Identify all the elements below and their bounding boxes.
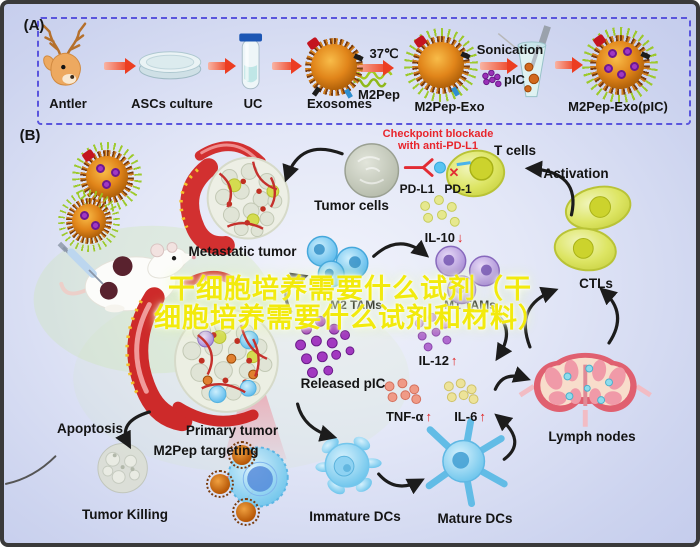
tnf-dots [384, 378, 422, 405]
injected-exosome-graphic [58, 190, 120, 252]
m2-tams-label: M2 TAMs [330, 298, 382, 312]
m2pep-label: M2Pep [358, 87, 400, 102]
t-cells-label: T cells [493, 143, 537, 158]
immature-dc-graphic [315, 436, 382, 495]
m2pep-targeting-label: M2Pep targeting [153, 443, 259, 458]
step-label-uc: UC [243, 96, 263, 111]
process-arrow-3 [272, 62, 292, 70]
petri-dish-icon [138, 51, 202, 80]
flow-arrows [4, 147, 620, 495]
tnf-trend-arrow: ↑ [425, 409, 433, 424]
lymph-node-graphic [518, 352, 652, 427]
process-arrow-4 [354, 64, 384, 72]
killed-tumor-cell-graphic [97, 442, 148, 494]
pd-1-label: PD-1 [444, 182, 472, 196]
exosome-graphic [305, 36, 364, 99]
mature-dc-graphic [425, 418, 508, 508]
il10-label: IL-10 ↓ [406, 230, 482, 245]
loaded-pic-dot [96, 164, 106, 174]
loaded-pic-dot [79, 210, 89, 220]
il6-trend-arrow: ↑ [479, 409, 486, 424]
il10-text: IL-10 [424, 230, 455, 245]
metastatic-tumor-graphic [179, 141, 290, 255]
step-label-ascs-culture: ASCs culture [131, 96, 213, 111]
uc-tube-icon [239, 33, 263, 90]
loaded-pic-dot [608, 49, 617, 59]
process-arrow-2 [208, 62, 226, 70]
tumor-cells-label: Tumor cells [314, 198, 389, 213]
exosome-core [311, 44, 357, 90]
released-pic-dots [295, 315, 355, 378]
mini-exosome-graphic [206, 470, 234, 498]
lymph-nodes-label: Lymph nodes [548, 429, 636, 444]
watermark-line2: 细胞培养需要什么试剂和材料） [154, 303, 546, 333]
step-label-m2pep-exo-pic: M2Pep-Exo(pIC) [568, 99, 668, 114]
loaded-pic-dot [617, 69, 626, 79]
immature-dcs-label: Immature DCs [309, 509, 401, 524]
il12-text: IL-12 [418, 353, 449, 368]
activation-label: Activation [543, 166, 609, 181]
il12-dots [414, 312, 452, 352]
process-arrow-5 [480, 62, 508, 70]
syringe-icon [57, 241, 104, 285]
exosome-core [418, 42, 464, 88]
tumor-cell-graphic [344, 143, 400, 198]
primary-tumor-graphic [125, 271, 287, 460]
loaded-pic-dot [111, 168, 121, 178]
step-label-exosomes: Exosomes [306, 96, 373, 111]
loaded-pic-dot [90, 221, 100, 230]
primary-tumor-label: Primary tumor [185, 423, 279, 438]
m2pep-exo-pic-graphic [582, 27, 658, 103]
tnf-label: TNF-α ↑ [366, 409, 452, 424]
step-label-antler: Antler [49, 96, 87, 111]
antibody-pd-blockade-graphic [403, 158, 471, 177]
pd-l1-label: PD-L1 [399, 182, 435, 196]
checkpoint-line1: Checkpoint blockade [382, 128, 494, 140]
panel-b-label: (B) [19, 127, 41, 144]
checkpoint-line2: with anti-PD-L1 [397, 140, 479, 153]
il6-dots [443, 378, 479, 405]
loaded-pic-dot [604, 63, 614, 73]
loaded-pic-dot [629, 62, 639, 71]
released-pic-label: Released pIC [300, 376, 386, 391]
tnf-text: TNF-α [385, 409, 424, 424]
il12-label: IL-12 ↑ [402, 353, 474, 368]
pic-dots-icon [482, 69, 502, 88]
t-cell-graphic [445, 149, 506, 198]
mature-dcs-label: Mature DCs [437, 511, 513, 526]
m2-tam-cells-graphic [306, 235, 369, 288]
ctls-label: CTLs [579, 276, 613, 291]
m2pep-exo-graphic [404, 28, 478, 102]
step-label-m2pep-exo: M2Pep-Exo [414, 99, 485, 114]
blocked-cross-mark: ✕ [448, 165, 460, 180]
metastatic-tumor-label: Metastatic tumor [188, 244, 297, 259]
panel-b-graphics [4, 22, 652, 508]
il10-dots [420, 195, 460, 227]
pic-label: pIC [504, 72, 525, 87]
sonication-tube-icon [497, 25, 551, 98]
watermark-line1: 干细胞培养需要什么试剂（干 [168, 274, 532, 304]
loaded-pic-dot [101, 180, 111, 190]
exosome-core [72, 204, 106, 238]
ctl-cells-graphic [553, 185, 632, 272]
deer-icon [42, 22, 87, 86]
il10-trend-arrow: ↓ [456, 230, 464, 245]
mini-exosome-graphic [228, 441, 256, 469]
process-arrow-6 [555, 61, 573, 69]
panel-a-box [37, 17, 691, 125]
il6-label: IL-6 ↑ [438, 409, 502, 424]
apoptosis-label: Apoptosis [57, 421, 123, 436]
loaded-pic-dot [623, 47, 632, 56]
m1-tam-cells-graphic [435, 245, 501, 305]
il12-trend-arrow: ↑ [450, 353, 458, 368]
temperature-label: 37℃ [369, 46, 399, 61]
checkpoint-blockade-caption: Checkpoint blockade with anti-PD-L1 [372, 128, 504, 152]
il6-text: IL-6 [454, 409, 478, 424]
panel-a-label: (A) [23, 17, 45, 34]
sonication-label: Sonication [476, 42, 544, 57]
process-arrow-1 [104, 62, 126, 70]
tumor-killing-label: Tumor Killing [82, 507, 168, 522]
mini-exosome-graphic [232, 498, 260, 526]
